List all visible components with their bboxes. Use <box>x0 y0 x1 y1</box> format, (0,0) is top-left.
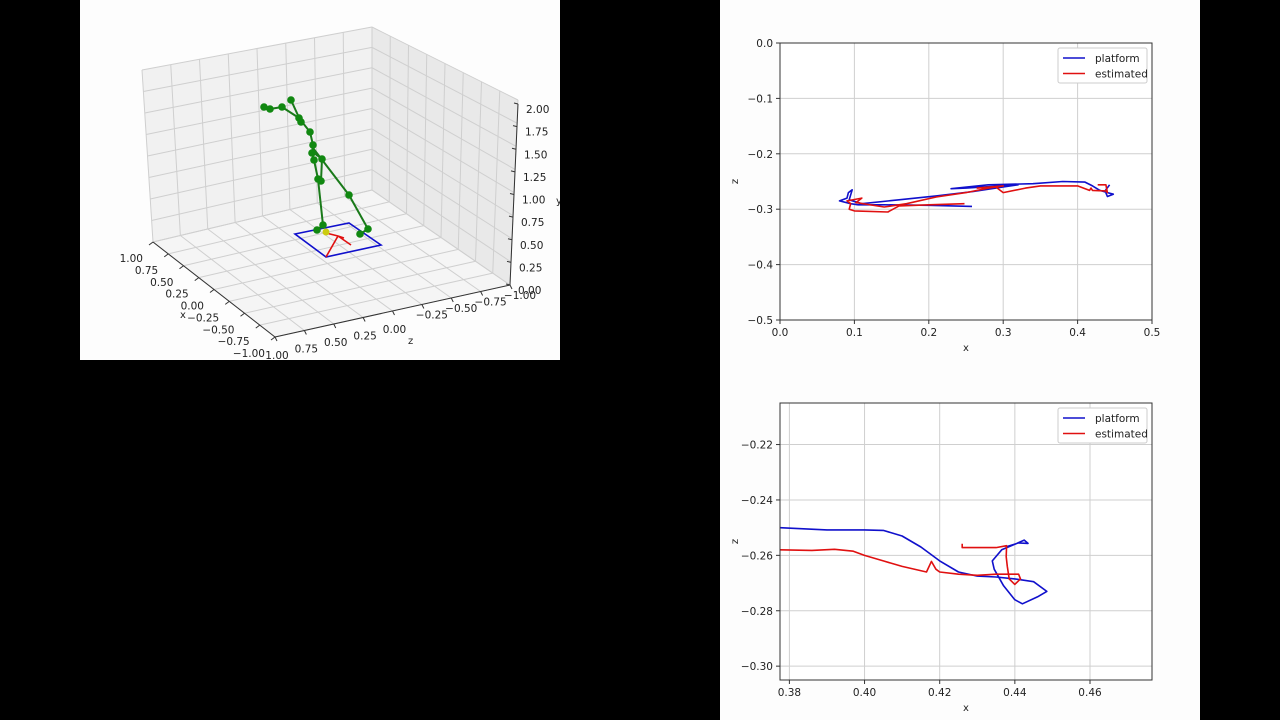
joint-marker <box>306 128 314 136</box>
y-tick-label: 2.00 <box>526 104 549 116</box>
z-tick-label: 1.00 <box>265 350 288 360</box>
x-tick-label: 0.46 <box>1078 687 1102 699</box>
platform-legend-label: platform <box>1095 413 1140 425</box>
y-tick-label: 0.75 <box>521 217 544 229</box>
joint-marker <box>318 155 326 163</box>
x-axis-label: x <box>180 310 186 321</box>
grid-3d <box>141 26 519 338</box>
axis-ticks-3d: 1.000.750.500.250.00−0.25−0.50−0.75−1.00… <box>120 102 562 362</box>
x-axis-label: x <box>963 703 969 714</box>
joint-marker <box>310 156 318 164</box>
legend: platform estimated <box>1057 407 1148 444</box>
pose-3d-plot: 1.00 0.75 0.50 0.25 0.00 −0.25 −0.50 −0.75 −1.00… <box>80 0 562 362</box>
estimated-legend-label: estimated <box>1095 429 1148 441</box>
platform-line <box>779 526 1048 605</box>
x-tick-label: −1.00 <box>233 348 265 360</box>
x-tick-label: 0.0 <box>772 327 789 339</box>
plot-frame <box>779 42 1153 321</box>
x-tick-label: 0.2 <box>920 327 937 339</box>
joint-marker <box>297 118 305 126</box>
trajectory-plot-full: 0.0 0.1 0.2 0.3 0.4 0.5 0.0 −0.1 −0.2 −0.3 −0.4 −0.… <box>730 38 1161 354</box>
y-tick-label: −0.2 <box>748 149 774 161</box>
z-tick-label: 0.50 <box>324 337 347 349</box>
y-tick-label: 1.75 <box>525 127 548 139</box>
x-tick-label: 0.5 <box>1144 327 1161 339</box>
joint-marker <box>278 103 286 111</box>
joint-marker <box>260 103 268 111</box>
joint-marker <box>308 149 316 157</box>
x-tick-label: −0.75 <box>218 336 250 348</box>
joint-marker <box>364 225 372 233</box>
joint-marker <box>356 230 364 238</box>
grid <box>780 403 1152 680</box>
legend: platform estimated <box>1057 47 1148 84</box>
y-axis-label: z <box>730 179 741 184</box>
y-tick-label: 0.50 <box>520 240 543 252</box>
plot-frame <box>779 402 1153 681</box>
pose-3d-canvas: 1.000.750.500.250.00−0.25−0.50−0.75−1.00… <box>120 26 562 362</box>
z-tick-label: 0.00 <box>383 324 406 336</box>
x-tick-label: 1.00 <box>120 253 143 265</box>
platform-rect <box>293 222 383 258</box>
x-tick-label: 0.42 <box>928 687 951 699</box>
joint-marker <box>309 141 317 149</box>
platform-legend-label: platform <box>1095 53 1140 65</box>
joint-marker <box>313 226 321 234</box>
y-tick-label: −0.30 <box>741 661 773 673</box>
z-tick-label: −0.50 <box>445 303 477 315</box>
y-axis-label: z <box>730 539 741 544</box>
z-tick-label: −0.25 <box>416 310 448 322</box>
x-tick-label: 0.40 <box>853 687 876 699</box>
x-tick-label: 0.44 <box>1003 687 1027 699</box>
x-tick-label: −0.50 <box>202 324 234 336</box>
joint-marker <box>266 105 274 113</box>
y-tick-label: −0.3 <box>748 204 774 216</box>
x-tick-label: 0.25 <box>165 289 188 301</box>
z-axis-label: z <box>408 336 413 347</box>
x-axis-label: x <box>963 343 969 354</box>
y-tick-label: 0.25 <box>519 262 542 274</box>
z-tick-label: −1.00 <box>504 290 536 302</box>
z-tick-label: −0.75 <box>475 297 507 309</box>
estimated-legend-label: estimated <box>1095 69 1148 81</box>
y-tick-label: −0.26 <box>741 550 773 562</box>
trajectory-plots: 0.0 0.1 0.2 0.3 0.4 0.5 0.0 −0.1 −0.2 −0.3 −0.4 −0.… <box>720 0 1200 720</box>
x-tick-label: 0.75 <box>135 265 158 277</box>
y-tick-label: −0.28 <box>741 606 773 618</box>
x-tick-label: 0.50 <box>150 277 173 289</box>
z-tick-label: 0.75 <box>295 344 318 356</box>
joint-marker <box>345 191 353 199</box>
trajectory-plot-zoomed: 0.38 0.40 0.42 0.44 0.46 −0.22 −0.24 −0.26 −0.28… <box>730 402 1153 714</box>
joint-marker <box>319 221 327 229</box>
y-tick-label: 0.00 <box>518 285 541 297</box>
x-tick-label: 0.38 <box>778 687 801 699</box>
root-marker <box>322 228 330 236</box>
x-tick-label: −0.25 <box>187 312 219 324</box>
y-tick-label: −0.22 <box>741 440 773 452</box>
skeleton <box>260 96 372 238</box>
x-tick-label: 0.4 <box>1069 327 1086 339</box>
estimated-line <box>779 543 1022 586</box>
x-tick-label: 0.00 <box>181 301 204 313</box>
y-tick-label: −0.4 <box>748 260 774 272</box>
y-axis-label: y <box>556 196 560 207</box>
y-tick-label: −0.1 <box>748 93 774 105</box>
y-tick-label: −0.24 <box>741 495 773 507</box>
x-tick-label: 0.3 <box>995 327 1012 339</box>
y-tick-label: 1.00 <box>522 195 545 207</box>
z-tick-label: 0.25 <box>353 331 376 343</box>
estimated-line <box>846 184 1109 213</box>
y-tick-label: 1.25 <box>523 172 546 184</box>
y-tick-label: 0.0 <box>756 38 773 50</box>
joint-marker <box>317 177 325 185</box>
x-tick-label: 0.1 <box>846 327 863 339</box>
joint-marker <box>287 96 295 104</box>
y-tick-label: −0.5 <box>748 315 774 327</box>
y-tick-label: 1.50 <box>524 149 547 161</box>
